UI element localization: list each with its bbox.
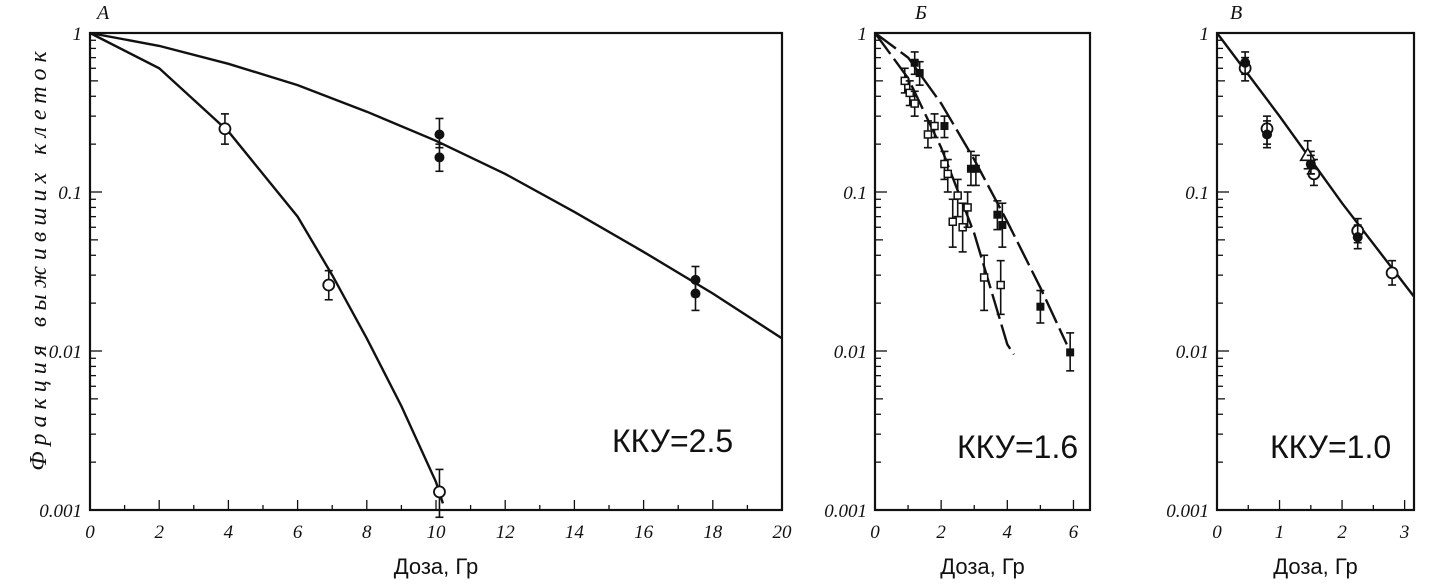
x-tick-label: 4 <box>1003 522 1013 543</box>
data-point-filled-square <box>915 69 924 78</box>
data-point-open-square <box>910 99 919 108</box>
x-tick-label: 0 <box>870 522 880 543</box>
x-tick-label: 16 <box>634 522 654 543</box>
x-tick-label: 4 <box>224 522 234 543</box>
x-tick-label: 8 <box>362 522 372 543</box>
x-axis-label: Доза, Гр <box>940 554 1025 579</box>
data-point-filled-square <box>1036 302 1045 311</box>
x-tick-label: 20 <box>773 522 793 543</box>
panel-letter: В <box>1230 2 1242 24</box>
x-tick-label: 2 <box>1337 522 1347 543</box>
data-point-filled-square <box>910 58 919 67</box>
x-axis-label: Доза, Гр <box>1273 554 1358 579</box>
data-point-filled-square <box>966 164 975 173</box>
data-point-open-square <box>953 191 962 200</box>
y-tick-label: 0.1 <box>843 183 867 204</box>
data-point-open-square <box>996 280 1005 290</box>
x-tick-label: 6 <box>1069 522 1079 543</box>
panel-letter: A <box>95 2 110 24</box>
rbe-annotation: ККУ=2.5 <box>612 423 733 459</box>
rbe-annotation: ККУ=1.6 <box>957 429 1078 465</box>
data-point-filled-circle <box>1352 232 1363 243</box>
fit-curve <box>874 32 1068 345</box>
data-point-open-circle <box>218 122 232 136</box>
y-tick-label: 1 <box>1200 24 1210 45</box>
y-tick-label: 0.001 <box>1166 501 1209 522</box>
data-point-filled-circle <box>434 129 445 140</box>
x-tick-label: 2 <box>936 522 946 543</box>
y-tick-label: 0.001 <box>824 501 867 522</box>
data-point-open-square <box>905 88 914 98</box>
data-point-filled-circle <box>690 288 701 299</box>
panel-letter: Б <box>914 2 927 24</box>
x-tick-label: 18 <box>703 522 723 543</box>
y-tick-label: 0.1 <box>58 183 82 204</box>
x-tick-label: 6 <box>293 522 303 543</box>
x-tick-label: 0 <box>85 522 95 543</box>
y-tick-label: 0.1 <box>1185 183 1209 204</box>
y-tick-label: 0.001 <box>39 501 82 522</box>
data-point-open-square <box>940 159 949 169</box>
x-tick-label: 1 <box>1275 522 1285 543</box>
y-tick-label: 1 <box>73 24 83 45</box>
data-point-open-square <box>979 273 989 282</box>
y-tick-label: 0.01 <box>834 342 867 363</box>
y-axis-label: Фракция выживших клеток <box>26 45 52 471</box>
rbe-annotation: ККУ=1.0 <box>1270 429 1391 465</box>
data-point-open-square <box>943 169 953 179</box>
data-point-open-circle <box>1385 266 1399 280</box>
data-point-open-square <box>930 121 939 131</box>
x-tick-label: 12 <box>496 522 516 543</box>
data-point-filled-square <box>1306 160 1315 169</box>
x-tick-label: 3 <box>1399 522 1410 543</box>
data-point-open-square <box>923 130 933 139</box>
x-tick-label: 14 <box>565 522 585 543</box>
x-tick-label: 10 <box>427 522 447 543</box>
y-tick-label: 1 <box>858 24 868 45</box>
data-point-open-circle <box>322 278 336 292</box>
fit-curve <box>89 31 783 340</box>
data-point-open-square <box>963 203 972 212</box>
plot-frame <box>873 31 1092 512</box>
data-point-open-circle <box>433 485 446 499</box>
data-point-filled-square <box>940 122 949 131</box>
x-tick-label: 2 <box>154 522 164 543</box>
data-point-filled-square <box>993 210 1002 219</box>
y-tick-label: 0.01 <box>1176 342 1209 363</box>
plot-frame <box>1215 31 1416 512</box>
data-point-filled-circle <box>1262 129 1273 140</box>
data-point-open-square <box>948 217 957 226</box>
data-point-filled-square <box>971 164 980 173</box>
data-point-filled-circle <box>1240 57 1251 68</box>
data-point-filled-square <box>1066 348 1075 357</box>
fit-curve <box>89 31 445 504</box>
y-tick-label: 0.01 <box>49 342 82 363</box>
data-point-filled-circle <box>434 152 445 163</box>
x-axis-label: Доза, Гр <box>394 554 479 579</box>
x-tick-label: 0 <box>1212 522 1222 543</box>
data-point-filled-square <box>998 221 1007 230</box>
